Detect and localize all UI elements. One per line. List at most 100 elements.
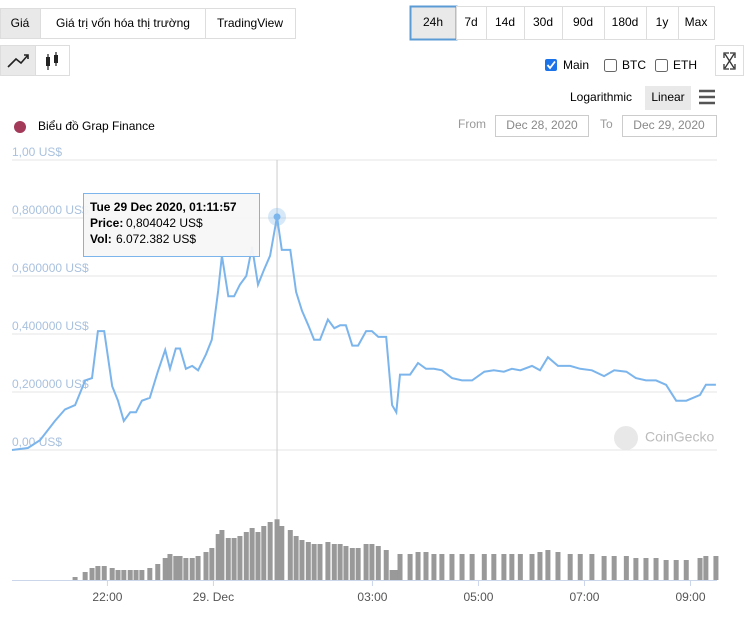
volume-bar	[331, 544, 337, 580]
volume-bar	[355, 548, 361, 580]
volume-bar	[311, 544, 317, 580]
volume-bar	[237, 536, 243, 580]
volume-bar	[375, 546, 381, 580]
from-input[interactable]	[495, 115, 589, 137]
volume-bar	[215, 534, 221, 580]
checkbox[interactable]	[655, 59, 668, 72]
candle-icon	[46, 57, 50, 66]
volume-bar	[517, 554, 523, 580]
volume-bar	[317, 544, 323, 580]
y-tick-label: 0,600000 US$	[12, 261, 89, 275]
volume-bar	[195, 556, 201, 580]
volume-bar	[423, 552, 429, 580]
volume-bar	[653, 558, 659, 580]
volume-bar	[501, 554, 507, 580]
volume-bar	[133, 570, 139, 580]
volume-bar	[127, 570, 133, 580]
tooltip-value: 0,804042 US$	[126, 216, 203, 230]
ui: Giá Giá trị vốn hóa thị trường TradingVi…	[0, 8, 744, 450]
range-label: Max	[685, 15, 708, 29]
volume-bar	[243, 532, 249, 580]
volume-bar	[449, 554, 455, 580]
from-value: Dec 28, 2020	[506, 118, 578, 132]
range-label: 90d	[573, 15, 593, 29]
candle-mode-button[interactable]	[35, 45, 70, 76]
checkbox[interactable]	[545, 59, 557, 71]
volume-bar	[703, 556, 709, 580]
range-button[interactable]	[486, 6, 525, 40]
to-label: To	[600, 117, 613, 131]
y-tick-label: 0,400000 US$	[12, 319, 89, 333]
volume-bar	[279, 526, 285, 580]
volume-bar	[529, 554, 535, 580]
volume-bar	[162, 558, 168, 580]
volume-bar	[697, 558, 703, 580]
volume-bar	[683, 560, 689, 580]
range-label: 1y	[656, 15, 669, 29]
scale-option[interactable]: Logarithmic	[570, 90, 632, 104]
tab[interactable]	[205, 8, 296, 39]
volume-bar	[209, 548, 215, 580]
volume-bar	[189, 558, 195, 580]
volume-bar	[109, 568, 115, 580]
volume-bar	[231, 538, 237, 580]
range-button[interactable]	[524, 6, 563, 40]
volume-bar	[663, 560, 669, 580]
volume-bar	[363, 544, 369, 580]
scale-selected[interactable]	[645, 86, 691, 110]
watermark: CoinGecko	[645, 429, 714, 445]
checkbox[interactable]	[604, 59, 617, 72]
volume-bar	[673, 560, 679, 580]
volume-bar	[225, 538, 231, 580]
range-button[interactable]	[678, 6, 715, 40]
coin-icon	[14, 121, 26, 133]
y-tick-label: 0,800000 US$	[12, 203, 89, 217]
volume-bar	[155, 564, 161, 580]
tooltip-title: Tue 29 Dec 2020, 01:11:57	[90, 200, 237, 214]
volume-bar	[173, 556, 179, 580]
price-line	[11, 216, 716, 451]
volume-bar	[249, 528, 255, 580]
volume-bar	[274, 519, 280, 580]
tooltip-key: Price:	[90, 216, 123, 230]
volume-bar	[643, 558, 649, 580]
to-input[interactable]	[622, 115, 717, 137]
range-button[interactable]	[456, 6, 487, 40]
range-button[interactable]	[562, 6, 605, 40]
menu-icon[interactable]	[699, 89, 715, 105]
volume-bar	[509, 554, 515, 580]
volume-bar	[459, 554, 465, 580]
volume-bar	[481, 554, 487, 580]
volume-bar	[537, 552, 543, 580]
tab-label: Giá trị vốn hóa thị trường	[56, 16, 190, 30]
y-tick-label: 1,00 US$	[12, 145, 62, 159]
tab[interactable]	[0, 8, 41, 39]
range-button[interactable]	[604, 6, 647, 40]
tooltip-box	[83, 193, 260, 257]
volume-bar	[287, 530, 293, 580]
volume-bar	[601, 556, 607, 580]
volume-bar	[219, 530, 225, 580]
watermark-logo	[614, 426, 638, 450]
volume-bar	[299, 540, 305, 580]
range-label: 180d	[612, 15, 639, 29]
x-tick-label: 07:00	[569, 590, 599, 604]
volume-bar	[305, 542, 311, 580]
volume-bar	[577, 554, 583, 580]
tab[interactable]	[40, 8, 206, 39]
tooltip-key: Vol:	[90, 232, 112, 246]
volume-bar	[633, 558, 639, 580]
volume-bar	[567, 554, 573, 580]
volume-bar	[139, 570, 145, 580]
scale-option[interactable]: Linear	[651, 90, 684, 104]
from-label: From	[458, 117, 486, 131]
volume-bar	[393, 570, 399, 580]
x-tick-label: 03:00	[357, 590, 387, 604]
volume-bar	[337, 544, 343, 580]
volume-bar	[325, 542, 331, 580]
volume-bar	[82, 572, 88, 580]
line-icon	[7, 54, 29, 68]
hover-point	[273, 213, 281, 221]
volume-bar	[545, 550, 551, 580]
